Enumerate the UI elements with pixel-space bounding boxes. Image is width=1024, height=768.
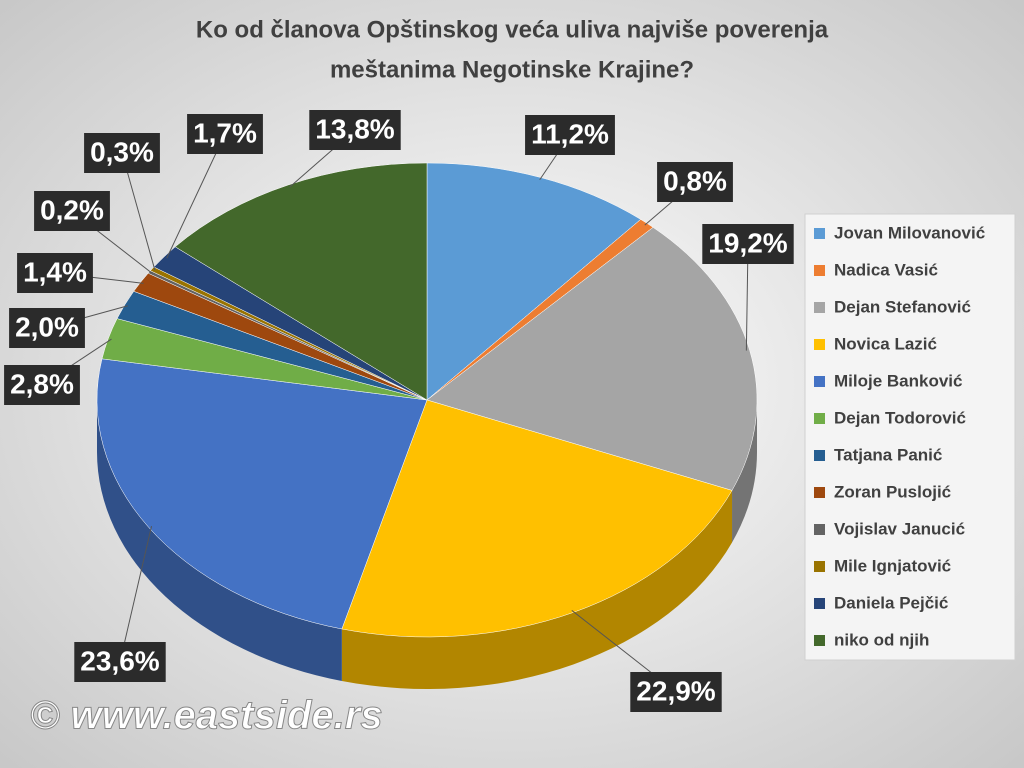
pie-slice <box>426 227 758 491</box>
label-box <box>34 191 110 231</box>
legend-label: Zoran Puslojić <box>834 482 951 501</box>
legend-label: niko od njih <box>834 630 929 649</box>
watermark: © www.eastside.rs <box>30 694 383 738</box>
legend-swatch <box>814 524 825 535</box>
label-box <box>17 253 93 293</box>
chart-title: Ko od članova Opštinskog veća uliva najv… <box>196 16 829 43</box>
label-box <box>74 642 166 682</box>
legend-label: Miloje Banković <box>834 371 962 390</box>
data-label: 22,9% <box>636 675 715 706</box>
legend-swatch <box>814 598 825 609</box>
legend-label: Tatjana Panić <box>834 445 942 464</box>
leader-line <box>119 526 153 663</box>
legend-label: Mile Ignjatović <box>834 556 951 575</box>
data-label: 1,7% <box>193 117 257 148</box>
pie-slice <box>174 162 428 401</box>
data-label: 13,8% <box>315 113 394 144</box>
label-box <box>630 672 722 712</box>
label-box <box>84 133 160 173</box>
data-label: 19,2% <box>708 227 787 258</box>
label-box <box>657 162 733 202</box>
pie-side <box>341 490 733 689</box>
legend-swatch <box>814 339 825 350</box>
data-labels: 11,2% 0,8% 19,2% 22,9% 23,6% 2,8% 2,0% 1,4% 0,2%… <box>4 110 794 712</box>
legend-label: Nadica Vasić <box>834 260 938 279</box>
pie-side <box>96 400 342 681</box>
legend-swatch <box>814 376 825 387</box>
chart-title: meštanima Negotinske Krajine? <box>330 56 694 83</box>
legend-label: Dejan Stefanović <box>834 297 971 316</box>
data-label: 0,8% <box>663 165 727 196</box>
legend-swatch <box>814 487 825 498</box>
legend-label: Jovan Milovanović <box>834 223 985 242</box>
legend-label: Dejan Todorović <box>834 408 966 427</box>
legend-label: Vojislav Janucić <box>834 519 965 538</box>
legend-swatch <box>814 228 825 239</box>
label-box <box>9 308 85 348</box>
legend-label: Daniela Pejčić <box>834 593 948 612</box>
legend-swatch <box>814 265 825 276</box>
pie-top <box>96 162 758 638</box>
legend-swatch <box>814 561 825 572</box>
legend: Jovan Milovanović Nadica Vasić Dejan Stefa… <box>814 223 985 649</box>
pie-sides <box>96 400 757 689</box>
data-label: 2,0% <box>15 311 79 342</box>
pie-slice <box>96 358 428 630</box>
legend-swatch <box>814 302 825 313</box>
label-box <box>309 110 401 150</box>
label-box <box>187 114 263 154</box>
data-label: 11,2% <box>531 118 609 149</box>
data-label: 1,4% <box>23 256 87 287</box>
data-label: 23,6% <box>80 645 159 676</box>
legend-swatch <box>814 635 825 646</box>
legend-box <box>804 213 1016 661</box>
label-box <box>702 224 794 264</box>
data-label: 2,8% <box>10 368 74 399</box>
legend-swatch <box>814 450 825 461</box>
legend-label: Novica Lazić <box>834 334 937 353</box>
label-box <box>525 115 615 155</box>
label-box <box>4 365 80 405</box>
leader-line <box>166 133 226 259</box>
pie-side <box>732 400 757 543</box>
data-label: 0,2% <box>40 194 104 225</box>
data-label: 0,3% <box>90 136 154 167</box>
legend-swatch <box>814 413 825 424</box>
pie-slice <box>341 399 733 638</box>
